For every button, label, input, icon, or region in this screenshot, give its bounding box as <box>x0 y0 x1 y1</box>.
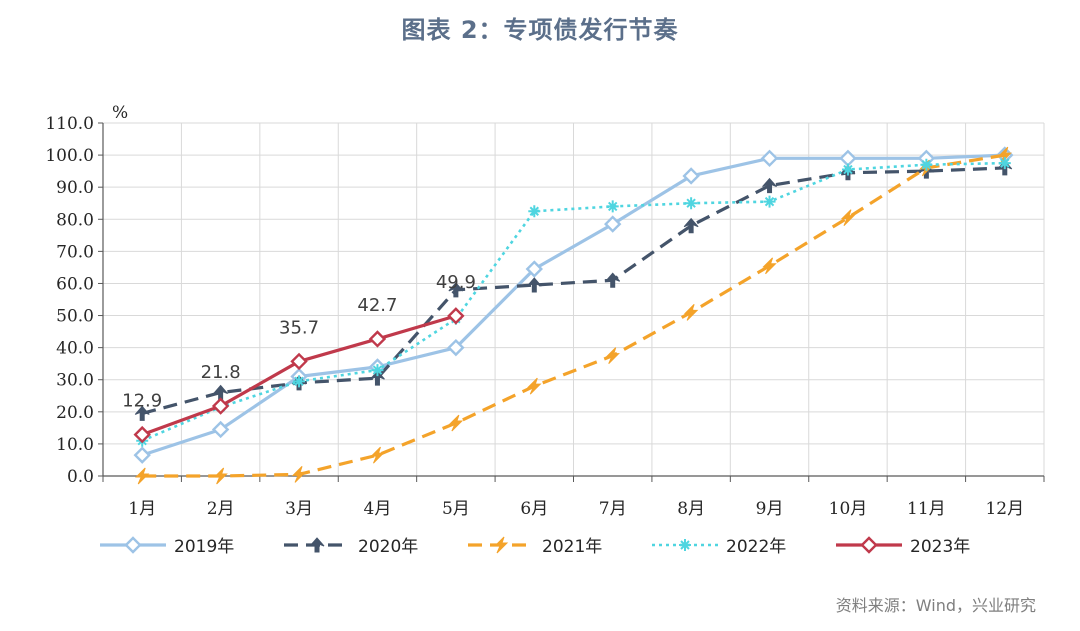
y-axis-label: % <box>112 103 128 123</box>
y-tick-label: 10.0 <box>56 435 94 455</box>
legend-item: 2023年 <box>836 536 970 557</box>
x-tick-label: 6月 <box>520 499 548 519</box>
data-point <box>213 467 228 485</box>
y-tick-label: 110.0 <box>45 114 94 134</box>
data-point <box>604 215 622 233</box>
legend: 2019年 2020年 2021年 2022年 2023年 <box>100 536 970 557</box>
data-labels: 12.9 21.8 35.7 42.7 49.9 <box>122 272 476 412</box>
data-point <box>213 384 229 401</box>
data-point <box>841 163 854 176</box>
data-point <box>605 272 621 288</box>
series-line <box>141 166 1005 415</box>
x-tick-label: 2月 <box>207 499 235 519</box>
data-point <box>293 375 306 388</box>
data-point <box>211 397 230 415</box>
data-point <box>683 303 699 321</box>
data-point <box>679 539 691 551</box>
source-note: 资料来源：Wind，兴业研究 <box>835 596 1036 615</box>
data-point <box>134 405 150 421</box>
data-point <box>371 364 384 377</box>
legend-label: 2021年 <box>542 537 602 557</box>
series-2021年 <box>135 146 1012 485</box>
data-point <box>528 205 541 218</box>
data-point <box>998 157 1011 170</box>
x-tick-label: 9月 <box>756 499 784 519</box>
series-group <box>133 146 1014 485</box>
data-point <box>447 307 465 325</box>
x-tick-label: 5月 <box>442 499 470 519</box>
data-point <box>920 158 933 171</box>
x-tick-label: 1月 <box>128 499 156 519</box>
data-point <box>683 217 699 234</box>
data-point <box>839 149 857 167</box>
y-tick-label: 90.0 <box>56 178 94 198</box>
x-tick-label: 7月 <box>599 499 627 519</box>
x-tick-label: 8月 <box>677 499 705 519</box>
data-point <box>527 377 542 395</box>
data-point <box>605 347 620 365</box>
data-point <box>133 446 151 464</box>
series-line <box>141 161 1005 442</box>
series-2023年 <box>133 307 465 444</box>
y-tick-label: 60.0 <box>56 274 94 294</box>
data-point <box>309 537 325 553</box>
series-line <box>142 153 1006 478</box>
y-tick-label: 70.0 <box>56 242 94 262</box>
data-point <box>760 149 779 167</box>
data-point <box>762 257 777 275</box>
data-point <box>525 260 543 278</box>
data-point <box>685 197 698 210</box>
data-label: 35.7 <box>279 317 319 338</box>
data-point <box>526 277 542 293</box>
data-point <box>368 330 387 348</box>
legend-item: 2022年 <box>652 537 786 557</box>
data-point <box>493 536 509 554</box>
data-point <box>124 536 142 554</box>
data-point <box>447 338 465 357</box>
data-point <box>606 200 619 213</box>
x-tick-label: 10月 <box>829 499 868 519</box>
data-label: 49.9 <box>436 272 476 293</box>
data-point <box>840 209 856 227</box>
legend-item: 2021年 <box>468 536 602 557</box>
legend-label: 2023年 <box>910 537 970 557</box>
legend-item: 2020年 <box>284 537 418 557</box>
y-tick-label: 80.0 <box>56 210 94 230</box>
legend-item: 2019年 <box>100 536 234 557</box>
data-point <box>291 466 307 483</box>
data-point <box>135 467 150 485</box>
y-tick-label: 20.0 <box>56 403 94 423</box>
data-label: 21.8 <box>201 362 241 383</box>
data-point <box>448 282 464 298</box>
y-tick-label: 0.0 <box>67 467 94 487</box>
y-tick-label: 30.0 <box>56 371 94 391</box>
axes <box>98 122 1045 482</box>
legend-label: 2020年 <box>358 537 418 557</box>
data-label: 42.7 <box>357 295 397 316</box>
x-tick-label: 12月 <box>985 499 1024 519</box>
x-tick-label: 3月 <box>285 499 313 519</box>
data-point <box>290 352 308 371</box>
data-label: 12.9 <box>122 391 162 412</box>
y-axis-tick-labels: 0.0 10.0 20.0 30.0 40.0 50.0 60.0 70.0 80.0 90.0 1… <box>45 114 94 487</box>
data-point <box>860 536 878 554</box>
data-point <box>133 425 151 444</box>
legend-label: 2022年 <box>726 537 786 557</box>
y-tick-label: 50.0 <box>56 307 94 327</box>
y-tick-label: 40.0 <box>56 339 94 359</box>
grid-lines <box>102 122 1045 477</box>
data-point <box>682 167 700 185</box>
chart-title: 图表 2：专项债发行节奏 <box>401 16 679 44</box>
legend-label: 2019年 <box>174 537 234 557</box>
y-tick-label: 100.0 <box>45 146 94 166</box>
data-point <box>370 446 385 464</box>
x-tick-label: 4月 <box>364 499 392 519</box>
x-tick-label: 11月 <box>907 499 946 519</box>
data-point <box>448 414 464 432</box>
data-point <box>763 195 776 208</box>
data-point <box>211 420 230 439</box>
x-axis-tick-labels: 1月 2月 3月 4月 5月 6月 7月 8月 9月 10月 11月 12月 <box>128 499 1024 519</box>
data-point <box>762 177 777 194</box>
